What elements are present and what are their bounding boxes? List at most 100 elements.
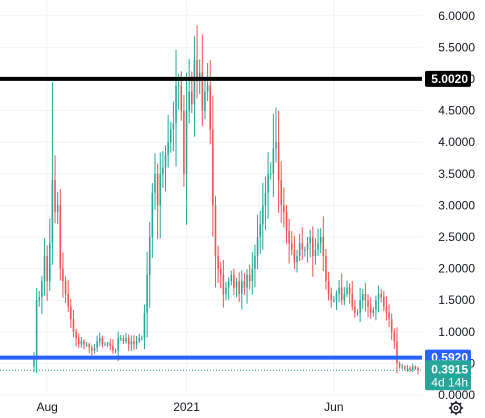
- y-tick-label: 2.5000: [438, 230, 475, 244]
- candle: [33, 351, 35, 373]
- candle: [141, 335, 143, 341]
- candle: [46, 245, 48, 301]
- candle: [383, 290, 385, 312]
- candle-body: [93, 347, 96, 351]
- candle-body: [77, 338, 80, 345]
- candle: [390, 313, 393, 341]
- candle-body: [369, 306, 372, 313]
- candle: [259, 210, 261, 255]
- candle-body: [367, 300, 369, 307]
- candle-body: [275, 142, 277, 149]
- candle-body: [304, 249, 306, 251]
- candle-body: [243, 281, 246, 288]
- candle-body: [138, 338, 140, 342]
- candle-body: [75, 331, 77, 339]
- x-axis[interactable]: Aug2021Jun2022Jun: [36, 400, 485, 414]
- candle: [43, 238, 46, 296]
- y-tick-label: 1.5000: [438, 293, 475, 307]
- candle-body: [296, 255, 298, 263]
- candle-body: [417, 368, 419, 371]
- candle-body: [167, 142, 169, 155]
- candle: [367, 294, 369, 318]
- candle-body: [354, 306, 356, 313]
- candle-body: [301, 243, 304, 250]
- candle-body: [133, 341, 135, 345]
- candle: [359, 288, 361, 323]
- candle-body: [272, 148, 275, 174]
- candle-body: [54, 180, 56, 212]
- candle-body: [375, 300, 377, 310]
- candle: [85, 342, 88, 347]
- candle-body: [148, 237, 151, 275]
- candle: [293, 235, 296, 270]
- candle-body: [83, 341, 85, 345]
- candle-body: [169, 129, 172, 143]
- candle: [364, 283, 367, 312]
- candle: [317, 228, 319, 256]
- candle-body: [80, 341, 83, 345]
- candle-body: [398, 363, 401, 367]
- candle: [214, 196, 217, 288]
- candle: [314, 238, 317, 265]
- candle: [154, 153, 156, 210]
- candle-body: [372, 309, 375, 313]
- candle: [280, 161, 283, 223]
- candle-body: [159, 173, 162, 206]
- candle: [351, 280, 354, 311]
- candle-body: [348, 287, 351, 294]
- candle-body: [122, 338, 125, 342]
- candle: [64, 276, 67, 303]
- candle-body: [406, 368, 409, 370]
- candle: [198, 59, 201, 94]
- candle: [380, 289, 382, 303]
- candle-body: [188, 91, 190, 111]
- candle: [396, 327, 398, 374]
- candle-body: [227, 281, 230, 288]
- candle: [109, 338, 112, 350]
- candle-body: [209, 85, 212, 130]
- badge-background: [425, 70, 471, 87]
- candle-body: [56, 205, 59, 212]
- candle: [275, 107, 277, 163]
- y-tick-label: 3.0000: [438, 198, 475, 212]
- settings-gear-icon[interactable]: [449, 401, 463, 415]
- candle: [133, 335, 135, 351]
- horizontal-lines[interactable]: [0, 76, 422, 371]
- candle: [356, 309, 359, 316]
- candle-body: [262, 205, 264, 225]
- candle: [361, 288, 364, 310]
- candle: [262, 182, 264, 250]
- candle-body: [325, 255, 327, 282]
- candle-body: [196, 60, 198, 79]
- candle-body: [404, 366, 406, 369]
- candle-body: [259, 224, 261, 237]
- candle-body: [177, 85, 180, 87]
- candle-body: [72, 319, 75, 332]
- candle: [388, 304, 390, 328]
- candle-body: [319, 237, 322, 244]
- black-level-badge: 5.0020: [425, 70, 471, 87]
- candle-body: [390, 319, 393, 332]
- candle-body: [388, 312, 390, 320]
- candle: [327, 271, 330, 301]
- candle-body: [356, 312, 359, 314]
- candle-body: [383, 297, 385, 307]
- candle: [256, 214, 259, 270]
- candle-body: [125, 338, 127, 342]
- candle-body: [409, 368, 411, 370]
- candle-body: [401, 366, 404, 368]
- candle: [243, 272, 246, 295]
- candle: [304, 246, 306, 257]
- y-tick-label: 5.5000: [438, 40, 475, 54]
- candle-body: [214, 205, 217, 256]
- countdown-label: 4d 14h: [431, 375, 468, 389]
- candle-body: [285, 211, 288, 231]
- candle-body: [156, 173, 159, 206]
- candle: [72, 309, 75, 338]
- candle: [96, 335, 98, 353]
- candle: [277, 110, 280, 213]
